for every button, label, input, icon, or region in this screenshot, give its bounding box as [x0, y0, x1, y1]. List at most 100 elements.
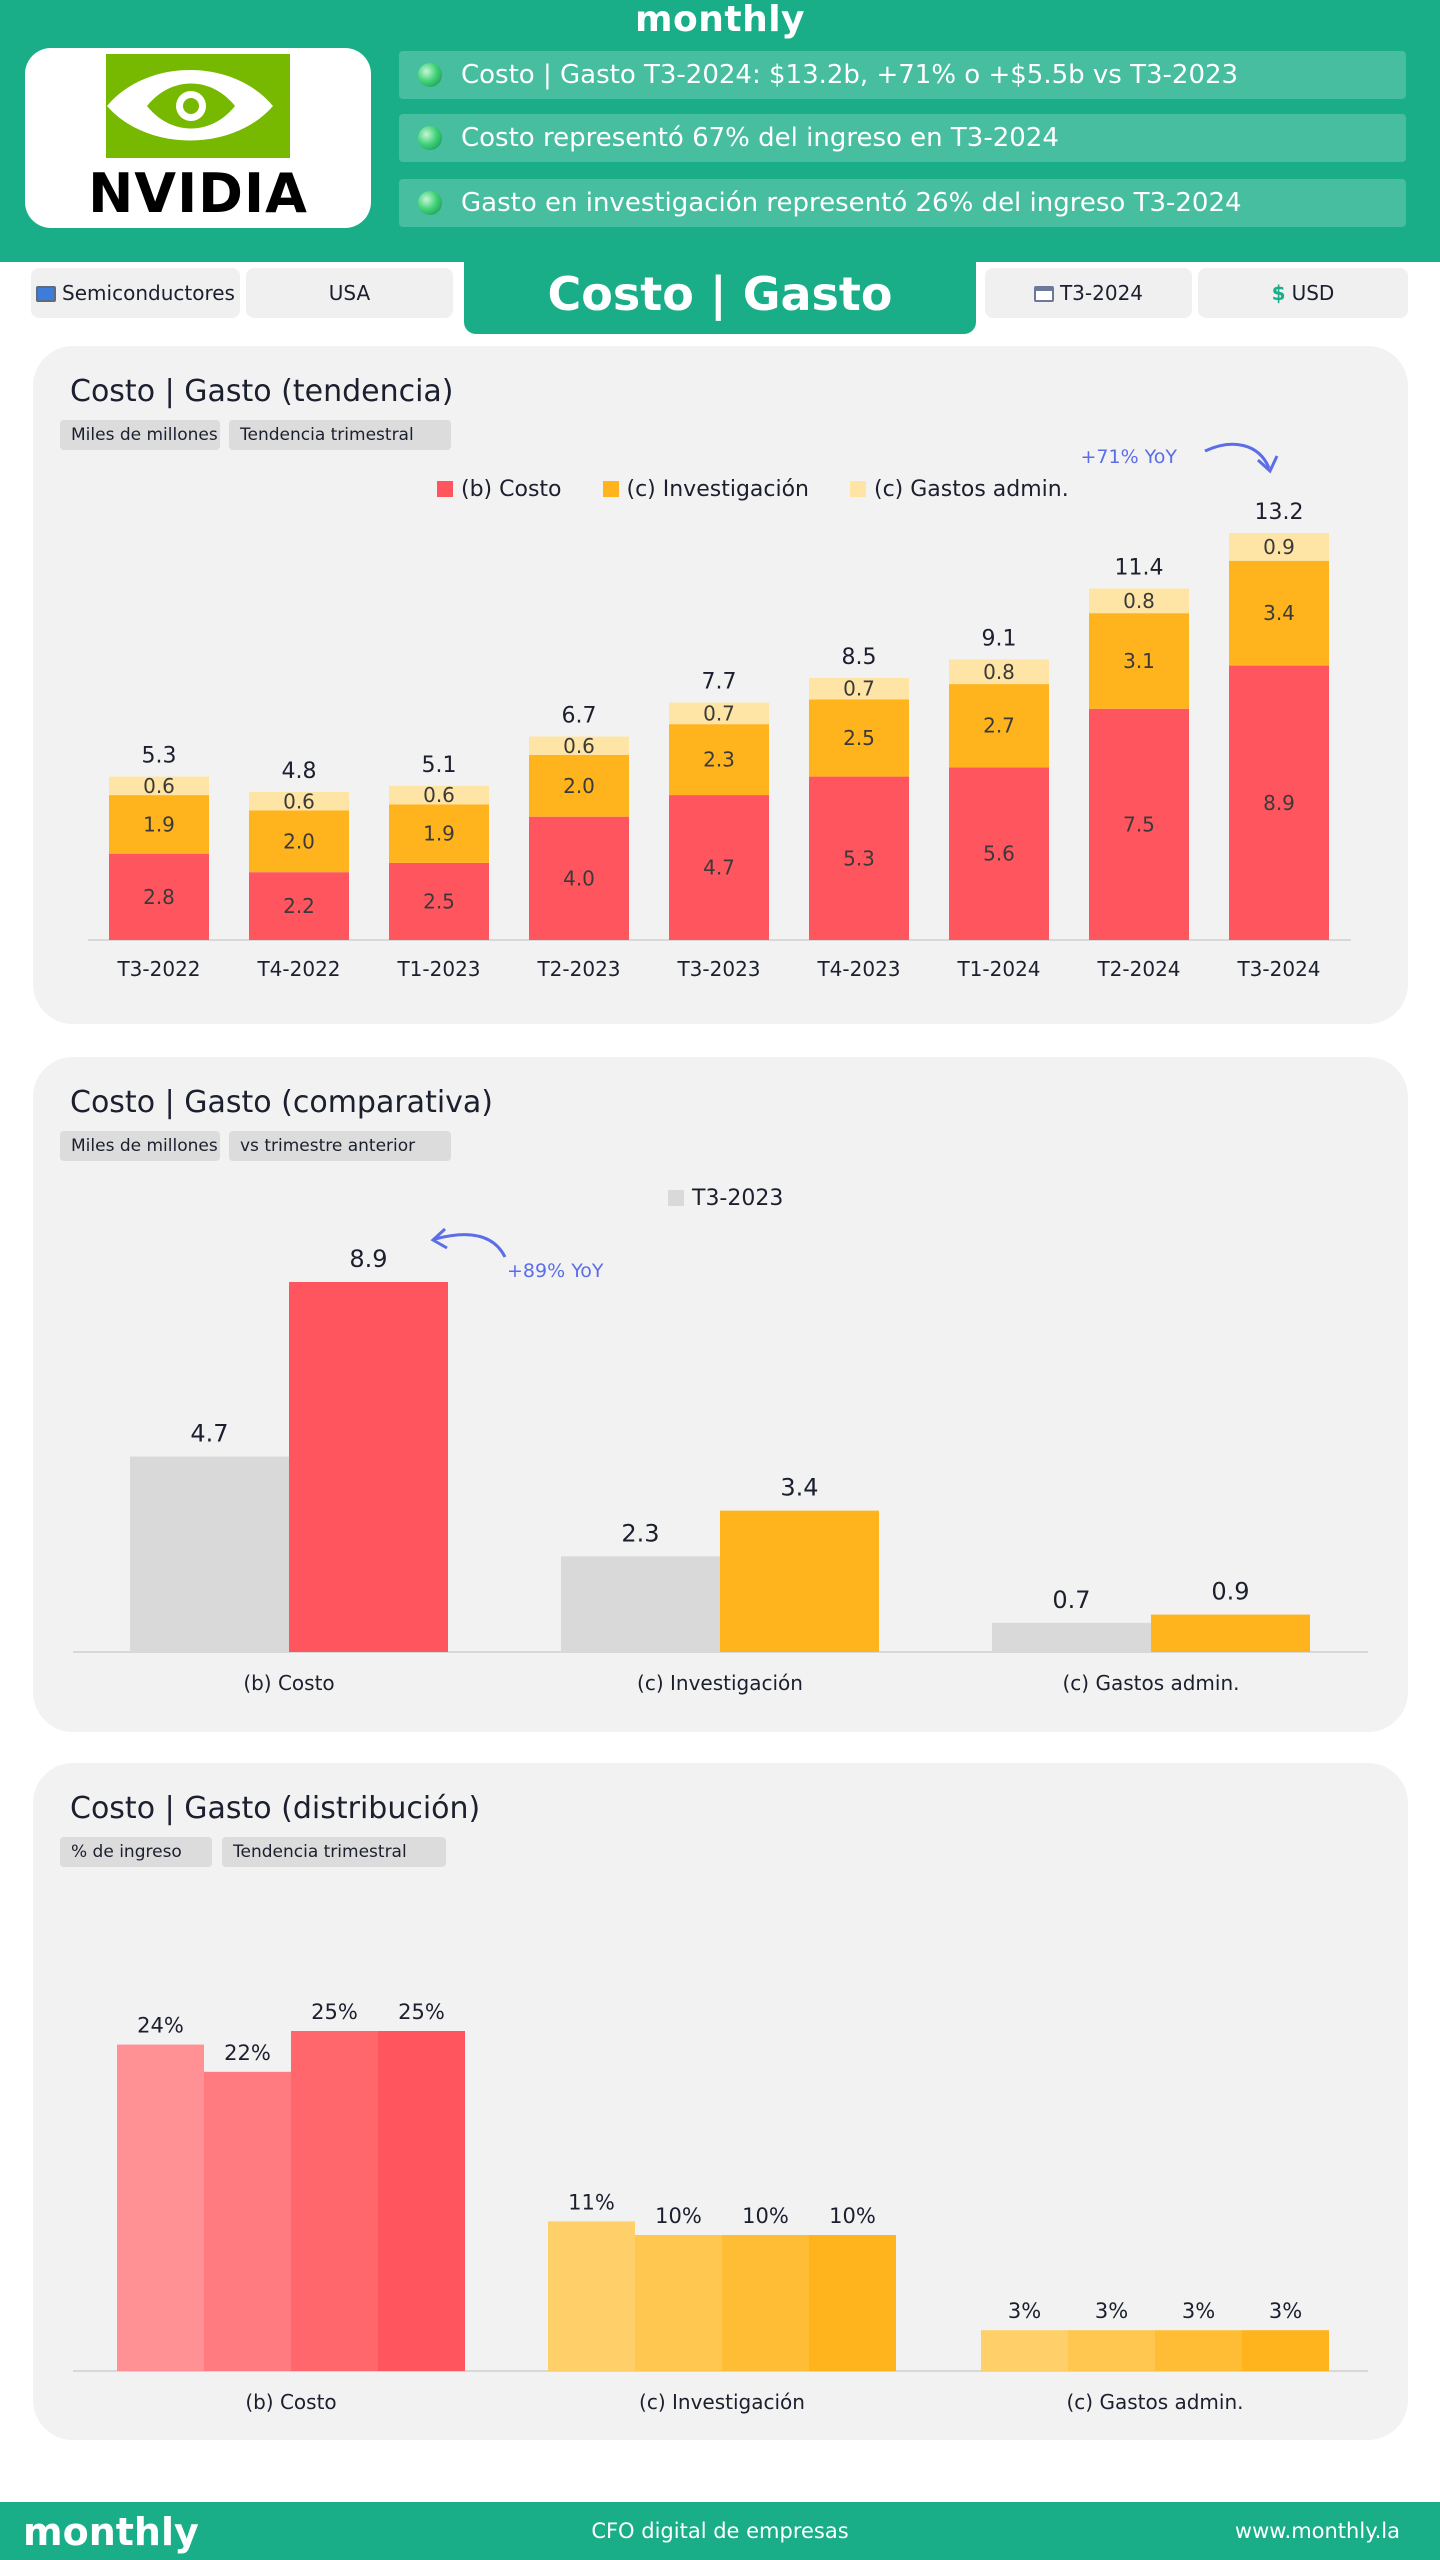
- yoy-annotation: +71% YoY: [1080, 446, 1177, 468]
- x-tick-label: (b) Costo: [245, 2390, 336, 2414]
- segment-label: 8.9: [1263, 791, 1295, 815]
- bar-segment: [109, 795, 209, 854]
- yoy-annotation: +89% YoY: [507, 1260, 604, 1282]
- compare-tag-unit: Miles de millones: [60, 1131, 220, 1161]
- arrow-icon: [434, 1233, 507, 1258]
- x-tick-label: T4-2023: [816, 957, 900, 981]
- bar-quarter: [117, 2044, 204, 2371]
- arrow-icon: [1204, 442, 1271, 469]
- segment-label: 2.3: [703, 748, 735, 772]
- value-label: 8.9: [349, 1245, 387, 1273]
- segment-label: 0.7: [843, 677, 875, 701]
- country-filter[interactable]: USA: [246, 268, 453, 318]
- x-tick-label: T3-2024: [1236, 957, 1320, 981]
- bar-segment: [529, 816, 629, 940]
- segment-label: 2.7: [983, 714, 1015, 738]
- segment-label: 5.3: [843, 846, 875, 870]
- bar-segment: [249, 810, 349, 873]
- bar-segment: [109, 776, 209, 796]
- segment-label: 2.8: [143, 885, 175, 909]
- distribution-title: Costo | Gasto (distribución): [70, 1791, 481, 1826]
- bar-quarter: [548, 2221, 635, 2371]
- x-tick-label: T3-2022: [116, 957, 200, 981]
- bar-segment: [529, 736, 629, 755]
- bar-previous: [992, 1622, 1151, 1652]
- trend-title: Costo | Gasto (tendencia): [70, 374, 454, 409]
- bar-segment: [249, 792, 349, 811]
- company-logo: NVIDIA: [25, 48, 371, 228]
- bar-segment: [389, 785, 489, 805]
- bar-quarter: [809, 2235, 896, 2371]
- bar-segment: [949, 659, 1049, 685]
- bar-quarter: [291, 2031, 378, 2371]
- page-title: Costo | Gasto: [464, 262, 976, 334]
- segment-label: 5.6: [983, 842, 1015, 866]
- trend-chart: 2.8 1.9 0.6 5.3 T3-2022 2.2 2.0 0.6 4.8 T4-2022 2.…: [88, 442, 1351, 981]
- bar-current: [1151, 1614, 1310, 1652]
- value-label: 2.3: [621, 1519, 659, 1547]
- footer-url[interactable]: www.monthly.la: [1234, 2519, 1400, 2543]
- bar-quarter: [1242, 2330, 1329, 2371]
- legend-gastos: (c) Gastos admin.: [850, 475, 1069, 505]
- bar-segment: [669, 724, 769, 796]
- legend-costo: (b) Costo: [437, 475, 562, 505]
- period-filter[interactable]: T3-2024: [985, 268, 1192, 318]
- value-label: 0.9: [1211, 1578, 1249, 1606]
- segment-label: 4.7: [703, 856, 735, 880]
- value-label: 3.4: [780, 1474, 818, 1502]
- bullet-icon: [418, 126, 442, 150]
- arrow-head-icon: [1256, 455, 1279, 474]
- distribution-tag-period: Tendencia trimestral: [222, 1837, 446, 1867]
- value-label: 3%: [1269, 2299, 1302, 2323]
- compare-legend: T3-2023: [668, 1184, 817, 1214]
- segment-label: 0.7: [703, 701, 735, 725]
- bar-segment: [809, 677, 909, 700]
- value-label: 3%: [1095, 2299, 1128, 2323]
- x-tick-label: T2-2024: [1096, 957, 1180, 981]
- total-label: 6.7: [562, 704, 597, 729]
- footer: monthly CFO digital de empresas www.mont…: [0, 2502, 1440, 2560]
- brand-logo: monthly: [634, 0, 806, 40]
- bar-segment: [529, 755, 629, 817]
- x-tick-label: T4-2022: [256, 957, 340, 981]
- x-tick-label: (c) Investigación: [639, 2390, 805, 2414]
- segment-label: 2.0: [283, 829, 315, 853]
- total-label: 5.3: [142, 744, 177, 769]
- bullet-icon: [418, 191, 442, 215]
- bar-segment: [1229, 665, 1329, 940]
- value-label: 3%: [1008, 2299, 1041, 2323]
- insight-3: Gasto en investigación representó 26% de…: [399, 179, 1406, 227]
- nvidia-eye-icon: [106, 54, 290, 158]
- trend-tag-unit: Miles de millones: [60, 420, 220, 450]
- bar-segment: [1089, 588, 1189, 614]
- x-tick-label: T1-2023: [396, 957, 480, 981]
- x-tick-label: (b) Costo: [243, 1671, 334, 1695]
- segment-label: 0.6: [143, 774, 175, 798]
- value-label: 10%: [742, 2204, 789, 2228]
- segment-label: 0.6: [423, 783, 455, 807]
- total-label: 8.5: [842, 645, 877, 670]
- segment-label: 2.5: [843, 726, 875, 750]
- bar-segment: [389, 804, 489, 863]
- value-label: 4.7: [190, 1420, 228, 1448]
- total-label: 11.4: [1115, 556, 1164, 581]
- x-tick-label: T3-2023: [676, 957, 760, 981]
- trend-card: Costo | Gasto (tendencia) Miles de millo…: [33, 346, 1408, 1024]
- bar-current: [720, 1510, 879, 1652]
- legend-previous: T3-2023: [668, 1184, 783, 1214]
- compare-chart: 4.7 8.9 (b) Costo 2.3 3.4 (c) Investigación 0.…: [73, 1227, 1368, 1695]
- company-wordmark: NVIDIA: [88, 162, 308, 225]
- value-label: 24%: [137, 2014, 184, 2038]
- compare-tag-period: vs trimestre anterior: [229, 1131, 451, 1161]
- segment-label: 2.2: [283, 894, 315, 918]
- bar-quarter: [1155, 2330, 1242, 2371]
- bar-quarter: [204, 2071, 291, 2371]
- value-label: 0.7: [1052, 1586, 1090, 1614]
- industry-filter[interactable]: Semiconductores: [31, 268, 240, 318]
- currency-filter[interactable]: $ USD: [1198, 268, 1408, 318]
- segment-label: 2.5: [423, 889, 455, 913]
- segment-label: 3.1: [1123, 649, 1155, 673]
- bar-segment: [249, 872, 349, 940]
- bar-previous: [561, 1556, 720, 1652]
- distribution-card: Costo | Gasto (distribución) % de ingres…: [33, 1763, 1408, 2440]
